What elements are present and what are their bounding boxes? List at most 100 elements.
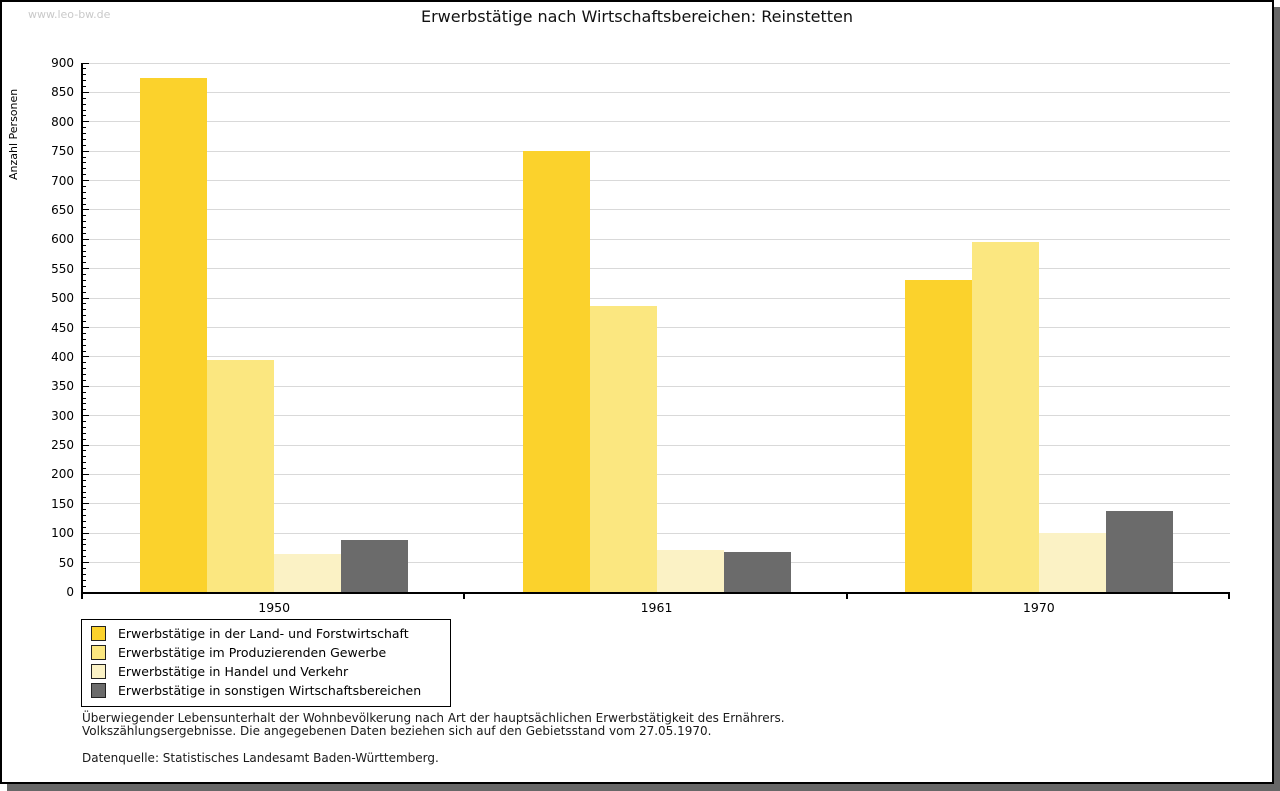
y-tick-label: 300 <box>51 408 74 423</box>
y-minor-tick <box>83 515 86 517</box>
y-major-tick <box>83 62 89 64</box>
y-major-tick <box>83 415 89 417</box>
legend-label: Erwerbstätige in Handel und Verkehr <box>118 664 349 679</box>
y-minor-tick <box>83 456 86 458</box>
gridline <box>83 121 1230 123</box>
y-major-tick <box>83 209 89 211</box>
y-minor-tick <box>83 250 86 252</box>
y-major-tick <box>83 385 89 387</box>
y-minor-tick <box>83 191 86 193</box>
y-minor-tick <box>83 520 86 522</box>
gridline <box>83 62 1230 64</box>
y-minor-tick <box>83 344 86 346</box>
legend: Erwerbstätige in der Land- und Forstwirt… <box>81 619 451 707</box>
legend-swatch-series1 <box>91 626 106 641</box>
chart-title: Erwerbstätige nach Wirtschaftsbereichen:… <box>420 7 854 26</box>
legend-item: Erwerbstätige in der Land- und Forstwirt… <box>82 624 450 643</box>
y-tick-label: 50 <box>58 555 74 570</box>
x-category-label: 1961 <box>640 600 673 615</box>
y-minor-tick <box>83 197 86 199</box>
gridline <box>83 327 1230 328</box>
y-major-tick <box>83 180 89 182</box>
y-minor-tick <box>83 556 86 558</box>
y-minor-tick <box>83 315 86 317</box>
y-tick-label: 100 <box>51 526 74 541</box>
y-tick-label: 600 <box>51 232 74 247</box>
y-minor-tick <box>83 103 86 105</box>
y-tick-label: 550 <box>51 261 74 276</box>
y-minor-tick <box>83 421 86 423</box>
y-major-tick <box>83 150 89 152</box>
y-minor-tick <box>83 244 86 246</box>
y-minor-tick <box>83 426 86 428</box>
legend-item: Erwerbstätige im Produzierenden Gewerbe <box>82 643 450 662</box>
y-minor-tick <box>83 303 86 305</box>
footnote-line-1: Überwiegender Lebensunterhalt der Wohnbe… <box>82 711 785 725</box>
y-major-tick <box>83 473 89 475</box>
y-minor-tick <box>83 332 86 334</box>
y-minor-tick <box>83 274 86 276</box>
y-tick-label: 900 <box>51 56 74 70</box>
y-minor-tick <box>83 285 86 287</box>
y-tick-label: 350 <box>51 379 74 394</box>
bar-1961-series3 <box>656 550 724 592</box>
legend-item: Erwerbstätige in sonstigen Wirtschaftsbe… <box>82 681 450 700</box>
bar-1961-series1 <box>522 151 590 592</box>
y-minor-tick <box>83 409 86 411</box>
gridline <box>83 444 1230 446</box>
y-minor-tick <box>83 479 86 481</box>
bar-1950-series4 <box>341 540 409 592</box>
y-minor-tick <box>83 156 86 158</box>
gridline <box>83 238 1230 240</box>
bar-1970-series2 <box>971 242 1039 592</box>
y-minor-tick <box>83 203 86 205</box>
gridline <box>83 268 1230 270</box>
bar-1970-series4 <box>1105 510 1173 592</box>
gridline <box>83 415 1230 417</box>
x-axis-tick <box>845 594 848 599</box>
legend-swatch-series2 <box>91 645 106 660</box>
legend-swatch-series4 <box>91 683 106 698</box>
y-minor-tick <box>83 579 86 581</box>
gridline <box>83 180 1230 182</box>
y-minor-tick <box>83 168 86 170</box>
y-minor-tick <box>83 538 86 540</box>
y-minor-tick <box>83 450 86 452</box>
y-minor-tick <box>83 232 86 234</box>
gridline <box>83 473 1230 475</box>
y-minor-tick <box>83 174 86 176</box>
x-axis-tick <box>81 594 83 599</box>
y-major-tick <box>83 91 89 93</box>
y-minor-tick <box>83 227 86 229</box>
y-tick-label: 150 <box>51 496 74 511</box>
bar-1950-series3 <box>274 553 342 592</box>
legend-label: Erwerbstätige im Produzierenden Gewerbe <box>118 645 387 660</box>
y-minor-tick <box>83 321 86 323</box>
y-minor-tick <box>83 362 86 364</box>
y-minor-tick <box>83 391 86 393</box>
legend-item: Erwerbstätige in Handel und Verkehr <box>82 662 450 681</box>
y-minor-tick <box>83 462 86 464</box>
y-major-tick <box>83 238 89 240</box>
plot-area: 1950 1961 1970 <box>81 62 1230 615</box>
y-minor-tick <box>83 138 86 140</box>
y-minor-tick <box>83 97 86 99</box>
y-minor-tick <box>83 403 86 405</box>
footnote-line-2: Volkszählungsergebnisse. Die angegebenen… <box>82 724 712 738</box>
y-minor-tick <box>83 338 86 340</box>
y-minor-tick <box>83 115 86 117</box>
y-major-tick <box>83 268 89 270</box>
y-axis-title: Anzahl Personen <box>7 88 20 180</box>
y-minor-tick <box>83 438 86 440</box>
y-minor-tick <box>83 497 86 499</box>
y-tick-label: 0 <box>66 585 74 599</box>
y-minor-tick <box>83 68 86 70</box>
y-minor-tick <box>83 526 86 528</box>
y-minor-tick <box>83 432 86 434</box>
y-minor-tick <box>83 491 86 493</box>
bar-1961-series4 <box>723 552 791 592</box>
y-minor-tick <box>83 374 86 376</box>
y-major-tick <box>83 532 89 534</box>
gridline <box>83 91 1230 93</box>
